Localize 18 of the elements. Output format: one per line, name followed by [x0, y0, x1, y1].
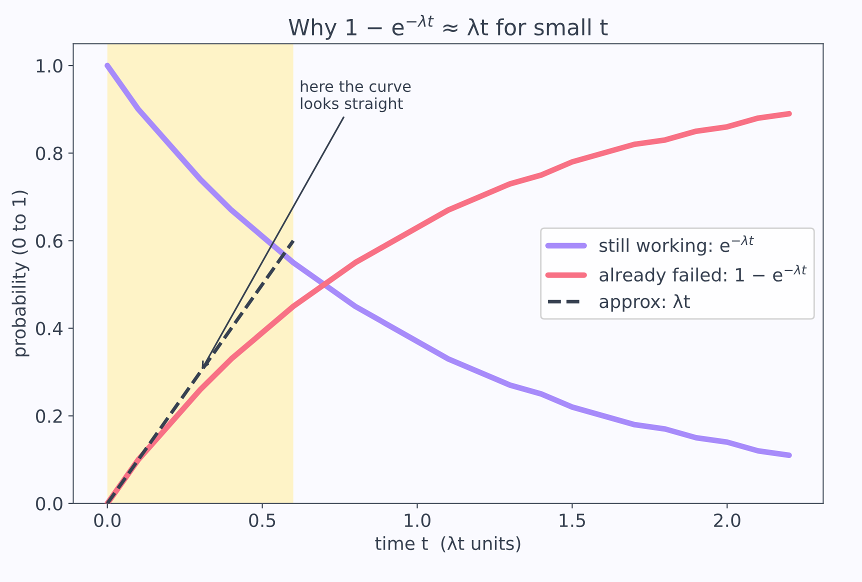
- y-tick-label: 0.2: [36, 409, 62, 423]
- y-tick-label: 1.0: [36, 59, 62, 73]
- x-tick-label: 2.0: [714, 513, 740, 528]
- chart-title: Why 1 − e$^{−λt}$ ≈ λt for small t: [288, 14, 608, 40]
- x-tick-label: 0.0: [94, 513, 121, 528]
- y-axis-title: probability (0 to 1): [12, 190, 30, 356]
- annotation: here the curve looks straight: [300, 80, 411, 112]
- y-tick-label: 0.4: [36, 322, 63, 336]
- x-tick-label: 1.0: [404, 513, 430, 528]
- x-axis-title: time t (λt units): [375, 536, 520, 552]
- y-tick-label: 0.0: [36, 496, 62, 511]
- x-tick-label: 0.5: [249, 513, 276, 528]
- legend-label: still working: e$^{−λt}$: [600, 235, 754, 256]
- y-tick-label: 0.6: [36, 234, 62, 248]
- legend-label: approx: λt: [600, 294, 690, 312]
- y-tick-label: 0.8: [36, 146, 62, 160]
- x-tick-label: 1.5: [560, 514, 585, 528]
- legend-label: already failed: 1 − e$^{−λt}$: [600, 264, 807, 286]
